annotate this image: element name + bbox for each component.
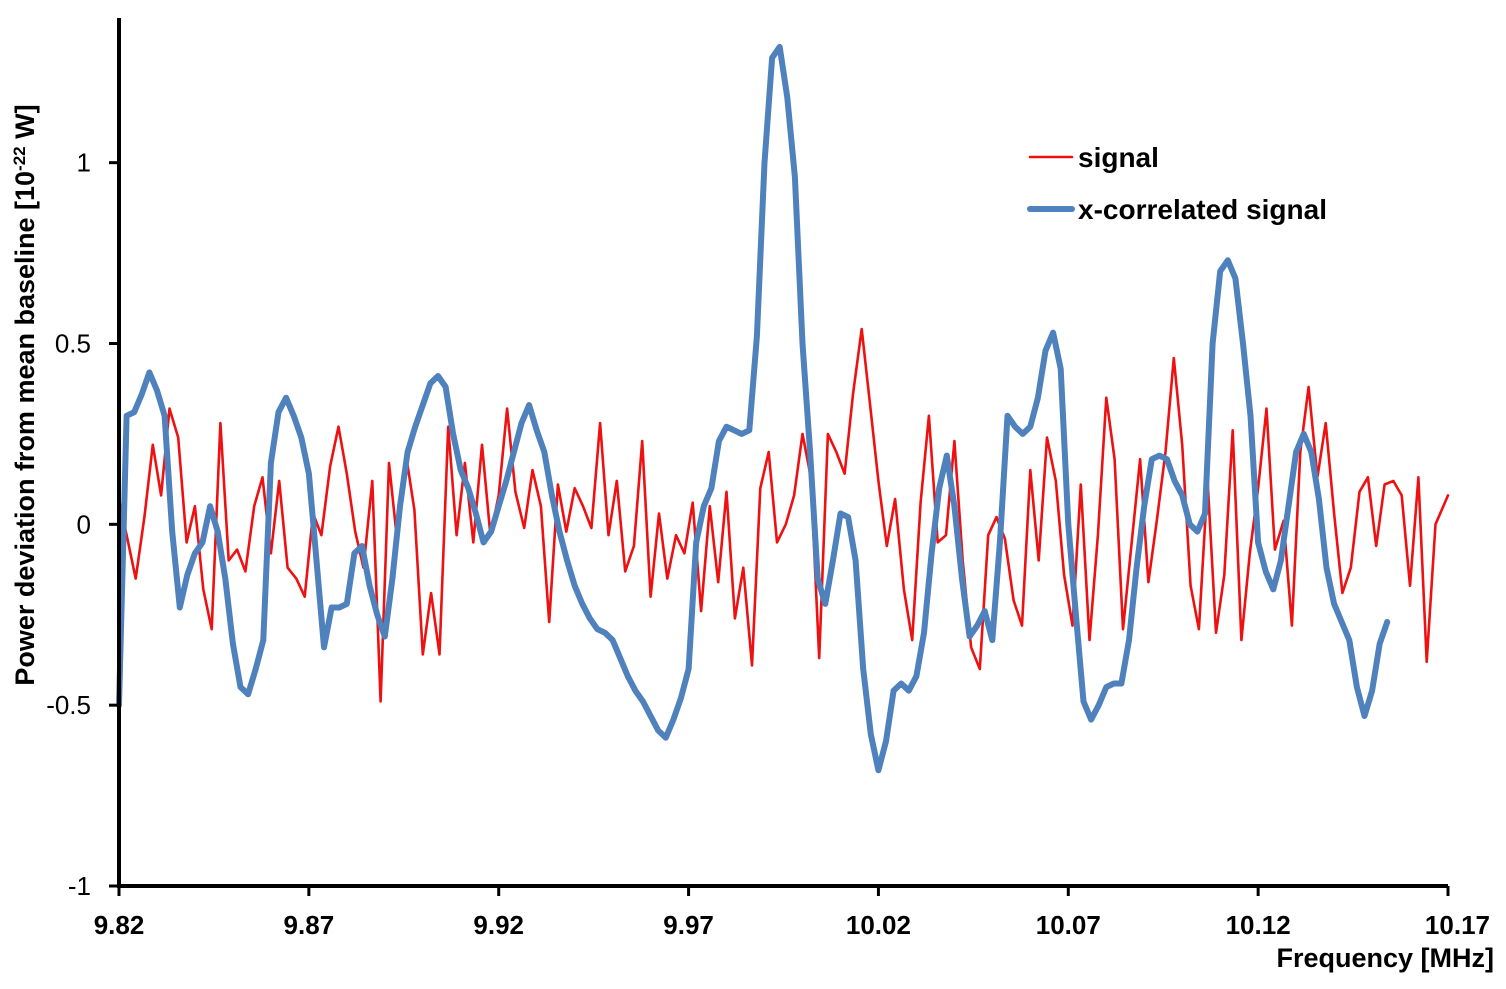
y-tick-label: 0.5: [55, 329, 91, 359]
y-axis-title: Power deviation from mean baseline [10-2…: [10, 104, 41, 685]
x-tick-label: 10.07: [1036, 910, 1101, 940]
x-tick-label: 10.02: [846, 910, 911, 940]
series-line-x-correlated-signal: [116, 43, 1391, 774]
x-tick-label: 9.92: [473, 910, 524, 940]
y-tick-label: -1: [68, 871, 91, 901]
series-layer: [116, 43, 1450, 774]
y-tick-label: 1: [77, 148, 91, 178]
y-axis-title-main: Power deviation from mean baseline [10: [10, 171, 40, 686]
legend-label-x-correlated-signal: x-correlated signal: [1078, 194, 1327, 225]
x-tick-label: 10.12: [1226, 910, 1291, 940]
y-axis-title-exponent: -22: [10, 146, 29, 171]
y-axis-title-unit: W]: [10, 104, 40, 146]
x-tick-label: 9.87: [284, 910, 335, 940]
y-tick-label: 0: [77, 509, 91, 539]
y-tick-label: -0.5: [46, 690, 91, 720]
series-line-signal: [117, 327, 1450, 703]
x-tick-label: 9.82: [94, 910, 145, 940]
ticks: -1 -0.5 0 0.5 1 9.82 9.87 9.92 9.97 10.02 10.07 10.…: [46, 148, 1490, 940]
legend: signal x-correlated signal: [1027, 142, 1327, 225]
x-axis-title: Frequency [MHz]: [1276, 943, 1494, 973]
axes: [117, 18, 1448, 888]
x-tick-label: 9.97: [663, 910, 714, 940]
x-tick-label: 10.17: [1425, 910, 1490, 940]
legend-label-signal: signal: [1078, 142, 1159, 173]
